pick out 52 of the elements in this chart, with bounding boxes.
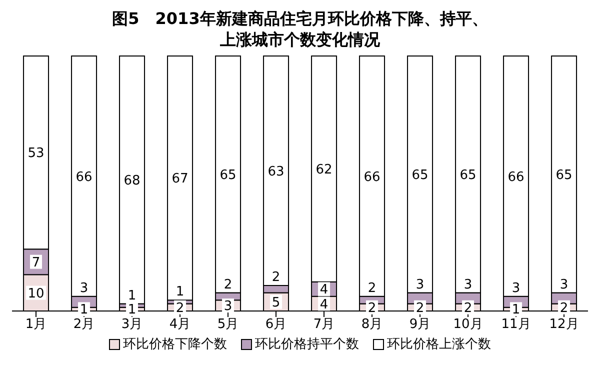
data-label: 10 <box>28 286 44 302</box>
data-label: 65 <box>556 168 572 183</box>
data-label: 66 <box>364 170 380 185</box>
x-tick-label: 12月 <box>549 317 579 332</box>
data-label: 2 <box>368 300 376 316</box>
x-tick-label: 9月 <box>409 317 431 332</box>
data-label: 66 <box>76 170 92 185</box>
data-label: 63 <box>268 164 284 180</box>
x-tick-label: 8月 <box>361 317 383 332</box>
data-label: 4 <box>320 297 328 312</box>
legend-label: 环比价格持平个数 <box>254 336 359 353</box>
data-label: 67 <box>172 172 188 187</box>
legend-label: 环比价格上涨个数 <box>386 336 491 353</box>
data-label: 3 <box>224 299 232 314</box>
legend-label: 环比价格下降个数 <box>122 336 227 353</box>
x-tick-label: 4月 <box>169 317 191 332</box>
data-label: 65 <box>220 168 236 183</box>
data-label: 3 <box>80 280 88 296</box>
data-label: 2 <box>272 270 280 286</box>
x-tick-label: 2月 <box>73 317 95 332</box>
data-label: 7 <box>32 255 40 270</box>
chart-title: 图5 2013年新建商品住宅月环比价格下降、持平、上涨城市个数变化情况 <box>111 8 489 50</box>
data-label: 65 <box>412 168 428 183</box>
data-label: 4 <box>320 282 328 298</box>
data-label: 68 <box>124 173 140 188</box>
data-label: 3 <box>464 277 472 292</box>
data-label: 1 <box>176 284 184 300</box>
data-label: 53 <box>28 146 44 162</box>
data-label: 2 <box>224 277 232 292</box>
data-label: 1 <box>80 302 88 318</box>
data-label: 3 <box>512 280 520 296</box>
x-tick-label: 5月 <box>217 317 239 332</box>
data-label: 65 <box>460 168 476 183</box>
data-label: 2 <box>416 300 424 316</box>
x-tick-label: 1月 <box>25 317 47 332</box>
data-label: 1 <box>512 302 520 318</box>
data-label: 2 <box>560 300 568 316</box>
x-tick-label: 3月 <box>121 317 143 332</box>
x-tick-label: 10月 <box>453 317 483 332</box>
x-tick-label: 11月 <box>501 317 531 332</box>
data-label: 2 <box>464 300 472 316</box>
x-tick-label: 7月 <box>313 317 335 332</box>
x-tick-label: 6月 <box>265 317 287 332</box>
data-label: 2 <box>176 300 184 316</box>
data-label: 1 <box>128 288 136 304</box>
data-label: 62 <box>316 162 332 178</box>
data-label: 66 <box>508 170 524 185</box>
data-label: 2 <box>368 280 376 296</box>
data-label: 3 <box>560 277 568 292</box>
data-label: 3 <box>416 277 424 292</box>
data-label: 1 <box>128 302 136 318</box>
data-label: 5 <box>272 295 280 310</box>
